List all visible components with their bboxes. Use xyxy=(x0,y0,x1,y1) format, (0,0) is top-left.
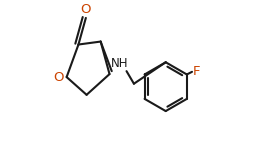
Text: O: O xyxy=(54,71,64,84)
Text: NH: NH xyxy=(110,57,128,70)
Text: F: F xyxy=(193,65,201,78)
Text: O: O xyxy=(81,3,91,16)
